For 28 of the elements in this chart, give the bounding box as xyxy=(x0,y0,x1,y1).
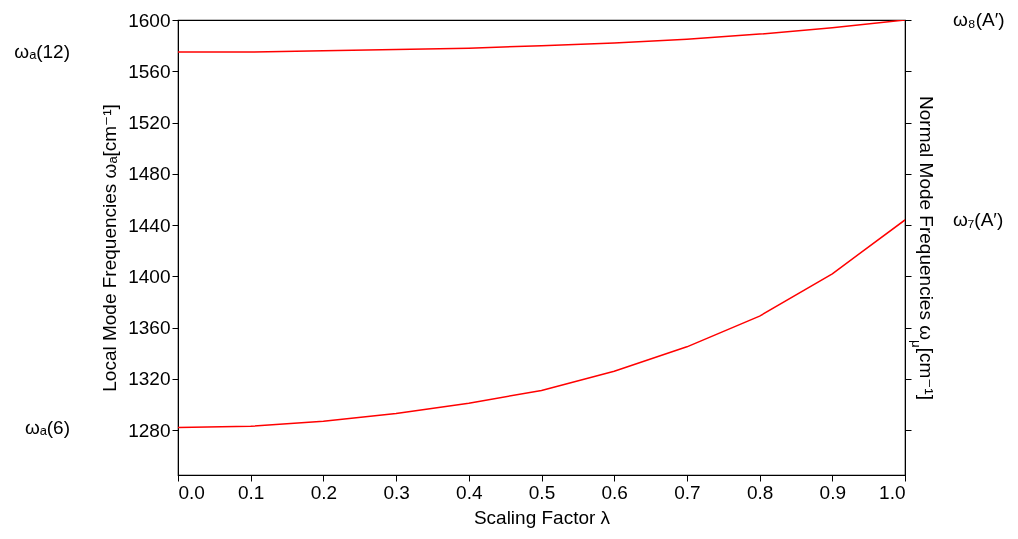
y-tick-label: 1600 xyxy=(128,9,171,31)
text: ω₇(A′) xyxy=(953,208,1004,230)
x-tick-label: 0.2 xyxy=(310,481,338,503)
x-tick-label: 0.8 xyxy=(746,481,774,503)
x-tick-label: 1.0 xyxy=(879,481,906,503)
y-tick-label: 1400 xyxy=(128,265,171,287)
y-tick-label: 1440 xyxy=(128,214,171,236)
x-axis-title: Scaling Factor λ xyxy=(473,506,611,528)
y-tick-label: 1480 xyxy=(128,163,171,185)
x-tick-label: 0.5 xyxy=(528,481,556,503)
x-tick-label: 0.3 xyxy=(383,481,410,503)
text: ωₐ(6) xyxy=(24,416,70,438)
line-series xyxy=(178,219,905,429)
y-tick-label: 1360 xyxy=(128,317,171,339)
x-tick-label: 0.0 xyxy=(178,481,205,503)
x-tick-label: 0.6 xyxy=(601,481,628,503)
y-axis-title: Local Mode Frequencies ωₐ[cm⁻¹] xyxy=(99,104,121,392)
x-tick-label: 0.4 xyxy=(456,481,483,503)
line-series xyxy=(178,20,905,53)
text: ω₈(A′) xyxy=(953,9,1005,30)
y-tick-label: 1560 xyxy=(128,60,171,82)
y-tick-label: 1280 xyxy=(128,419,171,441)
y-tick-label: 1520 xyxy=(128,112,171,134)
x-tick-label: 0.1 xyxy=(237,481,265,503)
y-tick-label: 1320 xyxy=(128,368,171,390)
text: ωₐ(12) xyxy=(14,41,70,63)
x-tick-label: 0.9 xyxy=(819,481,847,503)
x-tick-label: 0.7 xyxy=(674,481,701,503)
